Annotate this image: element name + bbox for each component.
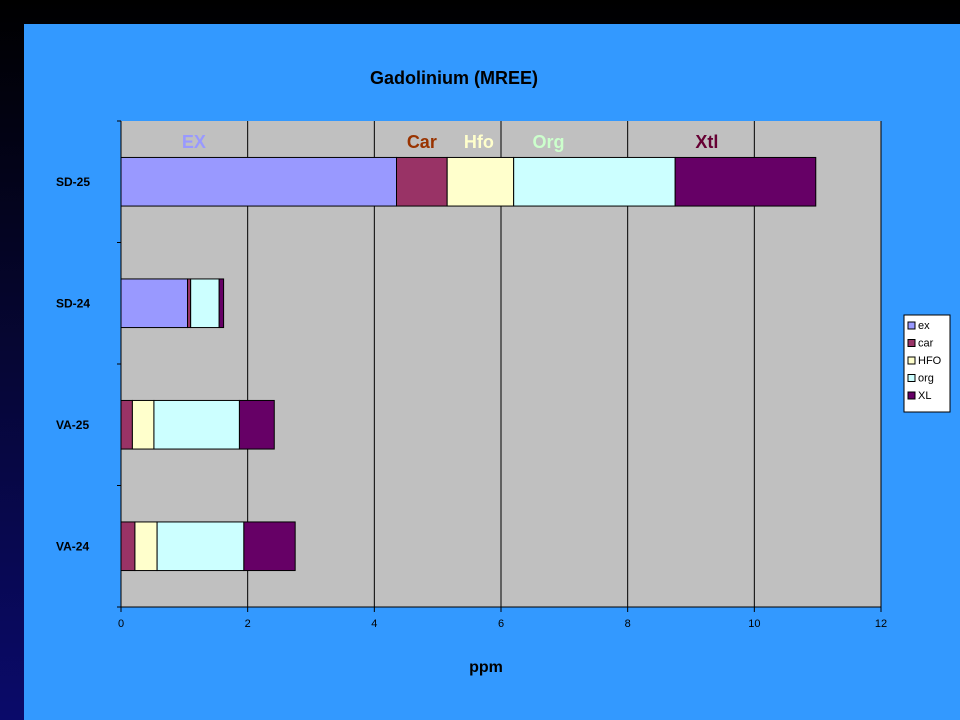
bar-sd-25-xl <box>674 156 817 207</box>
bar-sd-24-org <box>190 278 220 329</box>
category-label-sd-24: SD-24 <box>56 296 90 310</box>
x-tick-label-3: 6 <box>498 618 504 630</box>
chart: Gadolinium (MREE) SD-25 SD-24 VA-25 VA-24 0… <box>56 68 951 676</box>
bar-va-24-org <box>156 521 245 572</box>
legend-label-hfo: HFO <box>918 355 942 367</box>
legend-label-org: org <box>918 373 934 385</box>
x-tick-label-0: 0 <box>118 618 124 630</box>
bar-va-24-car <box>120 521 136 572</box>
x-tick-label-2: 4 <box>371 618 377 630</box>
bar-sd-24-xl <box>218 278 225 329</box>
legend-label-ex: ex <box>918 320 930 332</box>
bar-sd-25-ex <box>120 156 397 207</box>
chart-title: Gadolinium (MREE) <box>370 68 538 88</box>
x-axis-title: ppm <box>469 659 503 676</box>
annotations: EX Car Hfo Org Xtl <box>182 132 719 152</box>
x-axis: 0 2 4 6 8 10 12 <box>118 606 887 630</box>
bar-va-25-car <box>120 399 133 450</box>
bar-va-25-org <box>153 399 240 450</box>
legend-swatch-org <box>907 374 916 382</box>
annotation-hfo: Hfo <box>464 132 494 152</box>
x-tick-label-5: 10 <box>748 618 760 630</box>
category-label-va-25: VA-25 <box>56 418 89 432</box>
legend-label-car: car <box>918 338 934 350</box>
legend: ex car HFO org XL <box>903 314 951 413</box>
x-tick-label-4: 8 <box>625 618 631 630</box>
legend-label-xl: XL <box>918 390 931 402</box>
bar-va-24-hfo <box>134 521 158 572</box>
category-label-va-24: VA-24 <box>56 539 89 553</box>
slide-background: Gadolinium (MREE) SD-25 SD-24 VA-25 VA-24 0… <box>24 24 960 720</box>
bar-va-25-xl <box>238 399 275 450</box>
legend-swatch-ex <box>907 321 916 330</box>
bar-sd-25-hfo <box>446 156 515 207</box>
legend-swatch-hfo <box>907 356 916 365</box>
bar-sd-24-ex <box>120 278 188 329</box>
x-tick-label-1: 2 <box>245 618 251 630</box>
legend-swatch-car <box>907 339 916 347</box>
annotation-ex: EX <box>182 132 206 152</box>
y-axis: SD-25 SD-24 VA-25 VA-24 <box>56 120 122 608</box>
annotation-org: Org <box>532 132 564 152</box>
bar-va-25-hfo <box>131 399 155 450</box>
annotation-xtl: Xtl <box>695 132 718 152</box>
annotation-car: Car <box>407 132 437 152</box>
bar-sd-25-car <box>396 156 448 207</box>
bars <box>120 156 817 572</box>
bar-sd-25-org <box>513 156 676 207</box>
x-tick-label-6: 12 <box>875 618 887 630</box>
bar-va-24-xl <box>243 521 296 572</box>
category-label-sd-25: SD-25 <box>56 175 90 189</box>
legend-swatch-xl <box>907 391 916 400</box>
